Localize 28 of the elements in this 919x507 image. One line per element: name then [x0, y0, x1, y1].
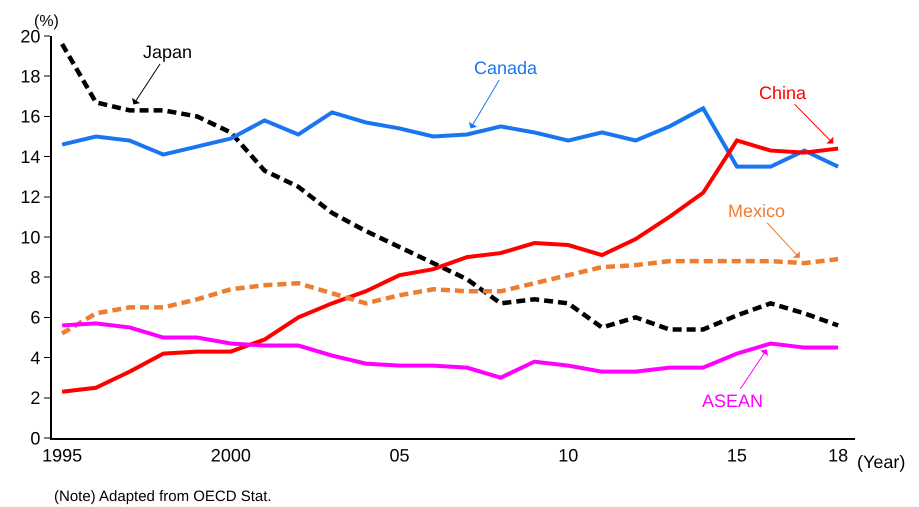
- line-series: [60, 42, 840, 332]
- text: China: [759, 83, 808, 103]
- x-tick-label: 1995: [42, 446, 82, 466]
- y-tick-label: 6: [30, 308, 40, 328]
- y-tick-label: 8: [30, 268, 40, 288]
- series-label: ASEAN: [702, 391, 764, 411]
- y-tick-label: 10: [20, 227, 40, 248]
- y-tick-label: 14: [20, 146, 40, 167]
- x-axis-title: (Year): [857, 452, 906, 472]
- y-tick-label: 2: [30, 388, 40, 408]
- line-series: [60, 106, 840, 169]
- line-series: [60, 321, 840, 380]
- y-tick-label: 12: [20, 187, 40, 208]
- x-tick-label: 10: [558, 446, 578, 466]
- x-tick-label: 05: [390, 446, 410, 466]
- y-tick-label: 0: [30, 428, 40, 448]
- text: Japan: [143, 42, 192, 62]
- x-tick-label: 15: [726, 446, 747, 466]
- y-tick-label: 4: [30, 348, 40, 368]
- y-tick-label: 18: [20, 66, 40, 86]
- y-tick-label: 16: [20, 106, 40, 127]
- y-axis-title: (%): [34, 13, 59, 30]
- x-tick-label: 18: [828, 446, 848, 466]
- text: Canada: [474, 58, 538, 78]
- text: (Note) Adapted from OECD Stat.: [54, 488, 272, 505]
- x-tick-label: 2000: [210, 446, 251, 466]
- line-series: [60, 256, 840, 336]
- text: Mexico: [728, 201, 786, 221]
